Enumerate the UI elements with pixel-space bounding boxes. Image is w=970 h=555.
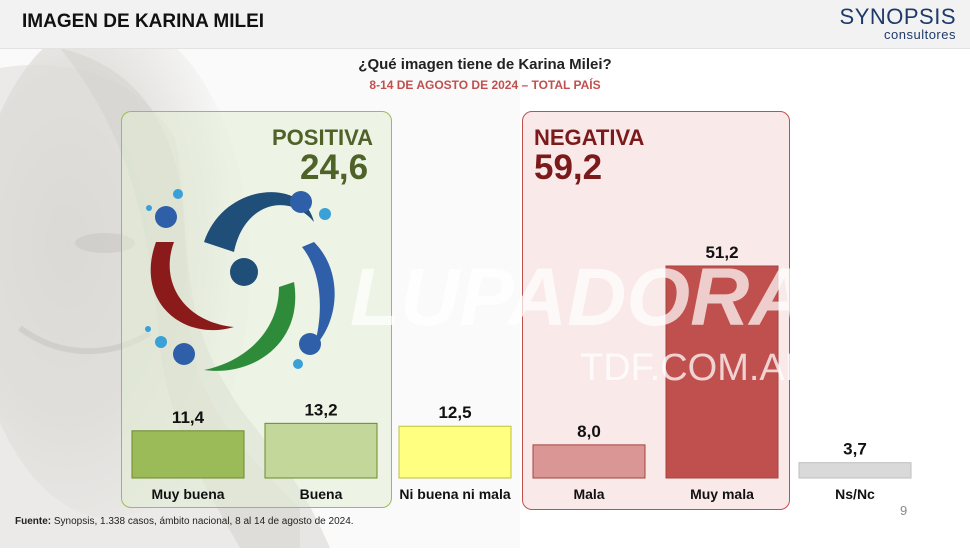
category-label-ns-nc: Ns/Nc (835, 486, 875, 502)
watermark: LUPADORA TDF.COM.AR (350, 252, 800, 389)
source-label: Fuente: (15, 516, 52, 527)
source-footer: Fuente: Synopsis, 1.338 casos, ámbito na… (15, 516, 354, 527)
category-label-ni-buena-ni-mala: Ni buena ni mala (399, 486, 510, 502)
data-label-muy-buena: 11,4 (172, 408, 205, 427)
brand-name: SYNOPSIS (839, 4, 956, 29)
bar-muy-mala (665, 265, 779, 479)
category-label-buena: Buena (300, 486, 343, 502)
data-label-muy-mala: 51,2 (705, 243, 738, 262)
page-number: 9 (900, 503, 908, 518)
slide-title: IMAGEN DE KARINA MILEI (22, 11, 265, 32)
data-label-mala: 8,0 (577, 422, 601, 441)
title-bar: IMAGEN DE KARINA MILEI SYNOPSIS consulto… (0, 0, 970, 49)
chart-subtitle: 8-14 DE AGOSTO DE 2024 – TOTAL PAÍS (369, 78, 601, 92)
brand-logo: SYNOPSIS consultores (840, 6, 956, 42)
svg-text:LUPADORA: LUPADORA (350, 252, 800, 343)
data-label-buena: 13,2 (304, 400, 337, 419)
bar-muy-buena (131, 430, 245, 479)
bar-mala (532, 444, 646, 479)
bar-ns-nc (798, 462, 912, 479)
source-text: Synopsis, 1.338 casos, ámbito nacional, … (51, 516, 354, 527)
positive-label: POSITIVA (272, 125, 374, 150)
data-label-ns-nc: 3,7 (843, 440, 867, 459)
chart-title: ¿Qué imagen tiene de Karina Milei? (358, 56, 612, 73)
data-label-ni-buena-ni-mala: 12,5 (438, 403, 471, 422)
negative-label: NEGATIVA (534, 125, 645, 150)
positive-value: 24,6 (300, 148, 369, 187)
negative-value: 59,2 (534, 148, 603, 187)
bar-ni-buena-ni-mala (398, 425, 512, 479)
category-label-muy-mala: Muy mala (690, 486, 754, 502)
svg-text:TDF.COM.AR: TDF.COM.AR (580, 347, 800, 389)
brand-subtitle: consultores (884, 27, 956, 42)
category-label-muy-buena: Muy buena (151, 486, 224, 502)
category-label-mala: Mala (573, 486, 604, 502)
bar-buena (264, 422, 378, 479)
